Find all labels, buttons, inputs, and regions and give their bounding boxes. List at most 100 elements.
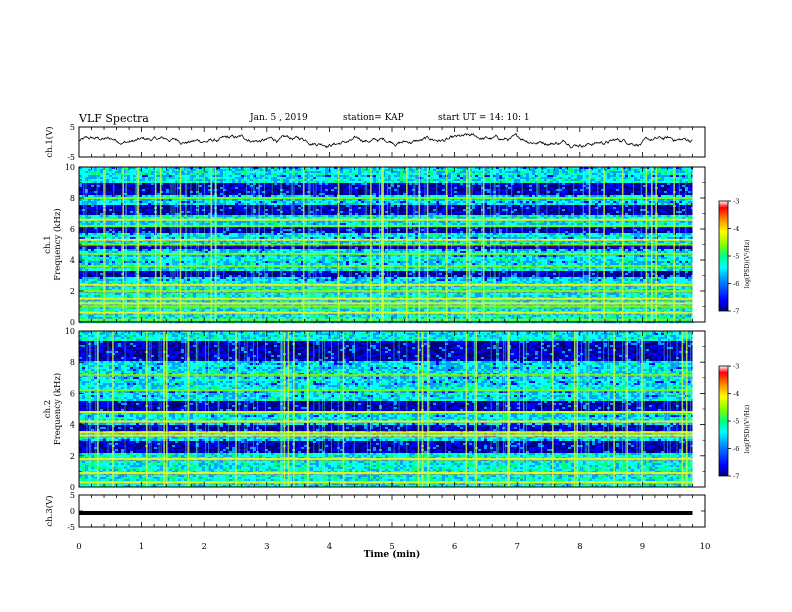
spectrogram-cell bbox=[634, 203, 638, 206]
spectrogram-cell bbox=[532, 195, 536, 198]
spectrogram-cell bbox=[463, 177, 467, 180]
spectrogram-cell bbox=[142, 167, 146, 170]
spectrogram-cell bbox=[640, 199, 644, 202]
spectrogram-cell bbox=[619, 183, 623, 186]
spectrogram-cell bbox=[97, 173, 101, 176]
spectrogram-cell bbox=[394, 167, 398, 170]
spectrogram-cell bbox=[580, 171, 584, 174]
spectrogram-cell bbox=[556, 167, 560, 170]
spectrogram-cell bbox=[163, 189, 167, 192]
spectrogram-cell bbox=[550, 203, 554, 206]
spectrogram-cell bbox=[133, 213, 137, 216]
spectrogram-cell bbox=[355, 179, 359, 182]
spectrogram-cell bbox=[559, 187, 563, 190]
spectrogram-cell bbox=[340, 191, 344, 194]
spectrogram-cell bbox=[340, 179, 344, 182]
spectrogram-cell bbox=[322, 177, 326, 180]
spectrogram-cell bbox=[301, 167, 305, 170]
spectrogram-cell bbox=[421, 177, 425, 180]
spectrogram-cell bbox=[667, 205, 671, 208]
spectrogram-cell bbox=[661, 175, 665, 178]
spectrogram-cell bbox=[415, 171, 419, 174]
spectrogram-cell bbox=[397, 191, 401, 194]
spectrogram-cell bbox=[529, 205, 533, 208]
spectrogram-cell bbox=[613, 189, 617, 192]
spectrogram-cell bbox=[235, 167, 239, 170]
spectrogram-cell bbox=[88, 205, 92, 208]
spectrogram-cell bbox=[181, 181, 185, 184]
spectrogram-cell bbox=[190, 181, 194, 184]
spectrogram-cell bbox=[448, 177, 452, 180]
spectrogram-cell bbox=[469, 171, 473, 174]
spectrogram-cell bbox=[406, 209, 410, 212]
spectrogram-cell bbox=[199, 169, 203, 172]
spectrogram-cell bbox=[361, 201, 365, 204]
spectrogram-cell bbox=[148, 171, 152, 174]
spectrogram-cell bbox=[145, 187, 149, 190]
spectrogram-cell bbox=[436, 167, 440, 170]
spectrogram-cell bbox=[430, 189, 434, 192]
spectrogram-cell bbox=[559, 189, 563, 192]
spectrogram-cell bbox=[553, 209, 557, 212]
spectrogram-cell bbox=[268, 187, 272, 190]
spectrogram-cell bbox=[511, 183, 515, 186]
spectrogram-cell bbox=[130, 199, 134, 202]
spectrogram-cell bbox=[592, 179, 596, 182]
spectrogram-cell bbox=[400, 169, 404, 172]
spectrogram-cell bbox=[355, 167, 359, 170]
spectrogram-cell bbox=[304, 179, 308, 182]
spectrogram-cell bbox=[529, 185, 533, 188]
spectrogram-cell bbox=[451, 183, 455, 186]
spectrogram-cell bbox=[547, 195, 551, 198]
spectrogram-cell bbox=[400, 207, 404, 210]
spectrogram-cell bbox=[232, 169, 236, 172]
spectrogram-cell bbox=[223, 213, 227, 216]
spectrogram-cell bbox=[598, 209, 602, 212]
spectrogram-cell bbox=[646, 191, 650, 194]
spectrogram-cell bbox=[268, 201, 272, 204]
spectrogram-cell bbox=[322, 185, 326, 188]
spectrogram-cell bbox=[232, 199, 236, 202]
spectrogram-cell bbox=[547, 205, 551, 208]
spectrogram-cell bbox=[208, 177, 212, 180]
spectrogram-cell bbox=[616, 173, 620, 176]
spectrogram-cell bbox=[451, 199, 455, 202]
spectrogram-cell bbox=[472, 173, 476, 176]
spectrogram-cell bbox=[436, 191, 440, 194]
spectrogram-cell bbox=[364, 181, 368, 184]
spectrogram-cell bbox=[487, 193, 491, 196]
spectrogram-cell bbox=[571, 201, 575, 204]
spectrogram-cell bbox=[325, 199, 329, 202]
spectrogram-cell bbox=[424, 173, 428, 176]
spectrogram-cell bbox=[631, 167, 635, 170]
spectrogram-cell bbox=[577, 203, 581, 206]
spectrogram-cell bbox=[514, 209, 518, 212]
spectrogram-cell bbox=[679, 185, 683, 188]
spectrogram-cell bbox=[163, 177, 167, 180]
spectrogram-cell bbox=[187, 193, 191, 196]
spectrogram-cell bbox=[100, 213, 104, 216]
spectrogram-cell bbox=[619, 173, 623, 176]
spectrogram-cell bbox=[118, 201, 122, 204]
spectrogram-cell bbox=[235, 177, 239, 180]
spectrogram-cell bbox=[517, 183, 521, 186]
spectrogram-cell bbox=[559, 207, 563, 210]
spectrogram-cell bbox=[160, 201, 164, 204]
spectrogram-cell bbox=[199, 185, 203, 188]
spectrogram-cell bbox=[232, 205, 236, 208]
spectrogram-cell bbox=[85, 205, 89, 208]
spectrogram-cell bbox=[577, 191, 581, 194]
spectrogram-cell bbox=[238, 207, 242, 210]
spectrogram-cell bbox=[454, 195, 458, 198]
spectrogram-cell bbox=[634, 175, 638, 178]
spectrogram-cell bbox=[475, 203, 479, 206]
spectrogram-cell bbox=[559, 185, 563, 188]
spectrogram-cell bbox=[571, 179, 575, 182]
spectrogram-cell bbox=[586, 191, 590, 194]
spectrogram-cell bbox=[208, 191, 212, 194]
spectrogram-cell bbox=[526, 195, 530, 198]
spectrogram-cell bbox=[79, 189, 83, 192]
spectrogram-cell bbox=[514, 199, 518, 202]
spectrogram-cell bbox=[460, 183, 464, 186]
spectrogram-cell bbox=[328, 183, 332, 186]
